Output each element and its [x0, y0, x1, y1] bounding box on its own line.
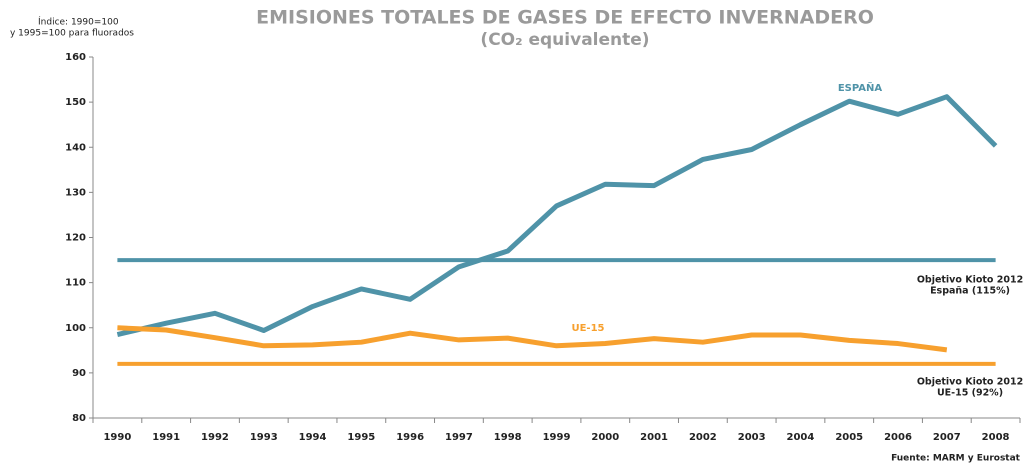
- x-tick-label: 1998: [494, 432, 522, 443]
- chart-title: EMISIONES TOTALES DE GASES DE EFECTO INV…: [256, 7, 874, 29]
- series-line: [117, 325, 948, 353]
- y-tick-label: 120: [65, 233, 86, 244]
- reference-label: UE-15 (92%): [937, 388, 1003, 399]
- x-tick-label: 1990: [103, 432, 131, 443]
- x-tick-label: 2005: [835, 432, 863, 443]
- y-tick-label: 110: [65, 278, 86, 289]
- chart-subtitle: (CO₂ equivalente): [480, 30, 649, 50]
- x-tick-label: 2002: [689, 432, 717, 443]
- reference-label: Objetivo Kioto 2012: [917, 275, 1023, 286]
- series-label: ESPAÑA: [838, 81, 883, 94]
- reference-label: Objetivo Kioto 2012: [917, 377, 1023, 388]
- y-tick-label: 160: [65, 52, 86, 63]
- reference-label: España (115%): [930, 286, 1010, 297]
- x-tick-label: 1995: [347, 432, 375, 443]
- series-label: UE-15: [571, 323, 604, 334]
- y-tick-label: 90: [72, 368, 86, 379]
- x-tick-label: 2008: [982, 432, 1010, 443]
- x-tick-label: 2003: [738, 432, 766, 443]
- source: Fuente: MARM y Eurostat: [891, 454, 1021, 464]
- y-tick-label: 80: [72, 413, 86, 424]
- x-tick-label: 1997: [445, 432, 473, 443]
- x-tick-label: 1994: [299, 432, 327, 443]
- y-tick-label: 100: [65, 323, 86, 334]
- series-line: [116, 94, 998, 337]
- x-tick-label: 1996: [396, 432, 424, 443]
- x-tick-label: 2007: [933, 432, 961, 443]
- x-tick-label: 2000: [591, 432, 619, 443]
- y-tick-label: 130: [65, 187, 86, 198]
- y-tick-label: 150: [65, 97, 86, 108]
- y-axis-label: y 1995=100 para fluorados: [10, 29, 134, 39]
- y-tick-label: 140: [65, 142, 86, 153]
- x-tick-label: 2004: [787, 432, 815, 443]
- x-tick-label: 1993: [250, 432, 278, 443]
- y-axis-label: Índice: 1990=100: [38, 16, 119, 28]
- x-tick-label: 2006: [884, 432, 912, 443]
- x-tick-label: 1992: [201, 432, 229, 443]
- x-tick-label: 2001: [640, 432, 668, 443]
- x-tick-label: 1999: [543, 432, 571, 443]
- x-tick-label: 1991: [152, 432, 180, 443]
